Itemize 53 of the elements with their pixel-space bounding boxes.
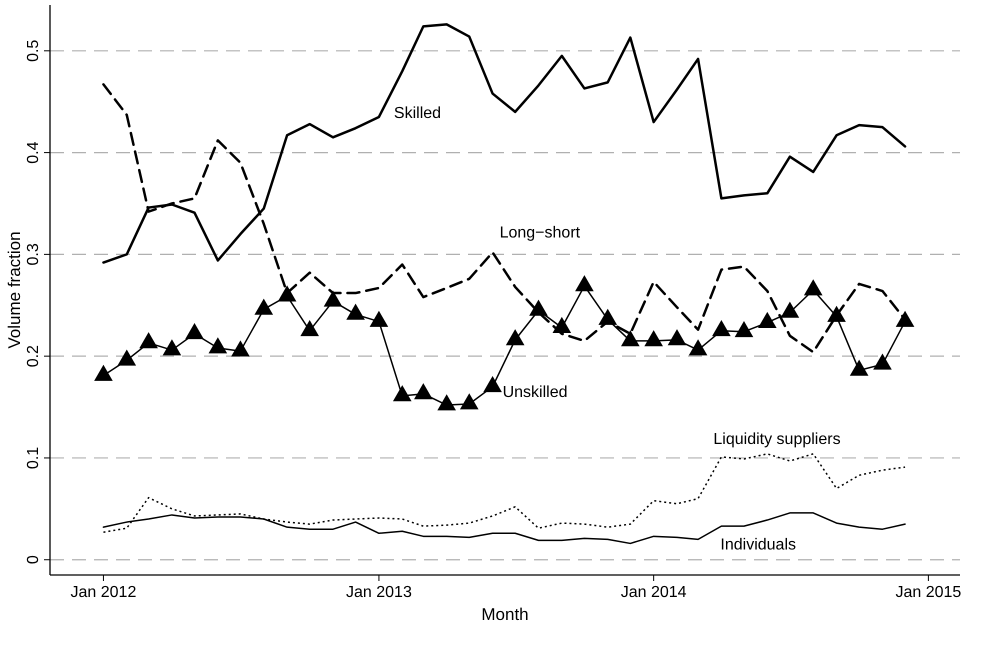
point bbox=[370, 310, 388, 327]
point bbox=[621, 330, 640, 346]
point bbox=[780, 302, 800, 318]
point bbox=[460, 393, 479, 410]
point bbox=[231, 340, 250, 356]
point bbox=[712, 320, 731, 336]
y-axis-title: Volume fraction bbox=[5, 231, 24, 349]
series-label: Individuals bbox=[720, 536, 796, 554]
point bbox=[644, 330, 663, 346]
point bbox=[414, 383, 433, 400]
point bbox=[552, 316, 572, 334]
point bbox=[346, 304, 365, 320]
point bbox=[278, 285, 296, 302]
series-label: Unskilled bbox=[502, 384, 568, 401]
y-tick-label: 0.3 bbox=[25, 243, 42, 266]
point bbox=[483, 376, 502, 392]
point bbox=[734, 320, 754, 338]
y-tick-label: 0.4 bbox=[25, 141, 42, 164]
point bbox=[162, 339, 182, 356]
point bbox=[392, 385, 412, 402]
point bbox=[827, 306, 846, 322]
y-tick-label: 0.2 bbox=[25, 344, 42, 368]
series-label: Long−short bbox=[500, 224, 581, 242]
point bbox=[529, 300, 548, 316]
point bbox=[668, 329, 686, 346]
point bbox=[208, 337, 228, 354]
point bbox=[437, 394, 456, 410]
x-tick-label: Jan 2012 bbox=[70, 584, 136, 601]
x-tick-label: Jan 2014 bbox=[620, 584, 687, 601]
y-tick-label: 0.5 bbox=[25, 40, 42, 62]
x-tick-label: Jan 2015 bbox=[895, 584, 962, 601]
y-tick-label: 0 bbox=[25, 555, 42, 564]
point bbox=[94, 364, 113, 381]
point bbox=[598, 308, 618, 325]
point bbox=[324, 290, 342, 307]
series-label: Skilled bbox=[394, 105, 442, 122]
x-tick-label: Jan 2013 bbox=[346, 584, 412, 601]
point bbox=[139, 332, 158, 348]
x-axis-title: Month bbox=[481, 605, 529, 624]
y-tick-label: 0.1 bbox=[25, 446, 42, 470]
point bbox=[688, 339, 708, 356]
point bbox=[896, 310, 914, 327]
point bbox=[300, 320, 319, 336]
point bbox=[254, 298, 274, 315]
point bbox=[758, 312, 777, 328]
point bbox=[850, 360, 868, 376]
point bbox=[575, 275, 594, 292]
point bbox=[873, 354, 892, 370]
point bbox=[804, 279, 823, 296]
point bbox=[117, 349, 136, 366]
point bbox=[506, 329, 524, 346]
point bbox=[185, 323, 204, 340]
series-label: Liquidity suppliers bbox=[713, 431, 841, 448]
